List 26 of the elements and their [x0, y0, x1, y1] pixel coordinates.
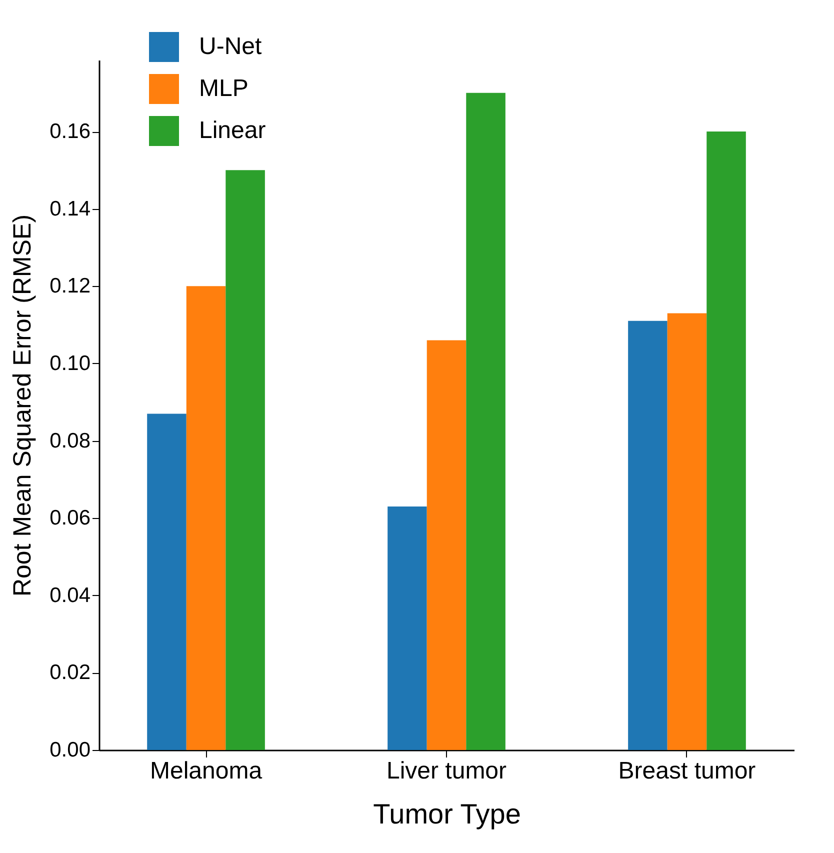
y-tick-label: 0.02 — [50, 661, 90, 684]
y-axis-title: Root Mean Squared Error (RMSE) — [8, 214, 37, 597]
x-tick-label: Melanoma — [150, 758, 263, 784]
bar — [186, 286, 226, 750]
x-tick-label: Breast tumor — [618, 758, 756, 784]
bar — [667, 313, 707, 750]
y-tick-label: 0.04 — [50, 584, 91, 607]
legend-label: Linear — [199, 117, 266, 144]
y-tick-label: 0.00 — [50, 738, 90, 762]
y-tick-label: 0.12 — [50, 274, 90, 298]
bar — [147, 414, 186, 750]
legend-label: MLP — [199, 75, 248, 102]
legend-label: U-Net — [199, 33, 262, 60]
x-axis-title: Tumor Type — [373, 798, 521, 830]
bar — [426, 340, 466, 750]
bar — [628, 320, 668, 750]
y-tick-label: 0.16 — [50, 120, 90, 144]
bar — [226, 170, 265, 750]
y-tick-label: 0.08 — [50, 429, 90, 452]
x-tick-label: Liver tumor — [386, 758, 507, 784]
bar — [388, 506, 427, 750]
y-tick-label: 0.10 — [50, 352, 90, 375]
y-tick-label: 0.14 — [50, 197, 91, 220]
bar — [706, 132, 746, 750]
bar — [466, 92, 506, 750]
y-tick-label: 0.06 — [50, 506, 90, 530]
